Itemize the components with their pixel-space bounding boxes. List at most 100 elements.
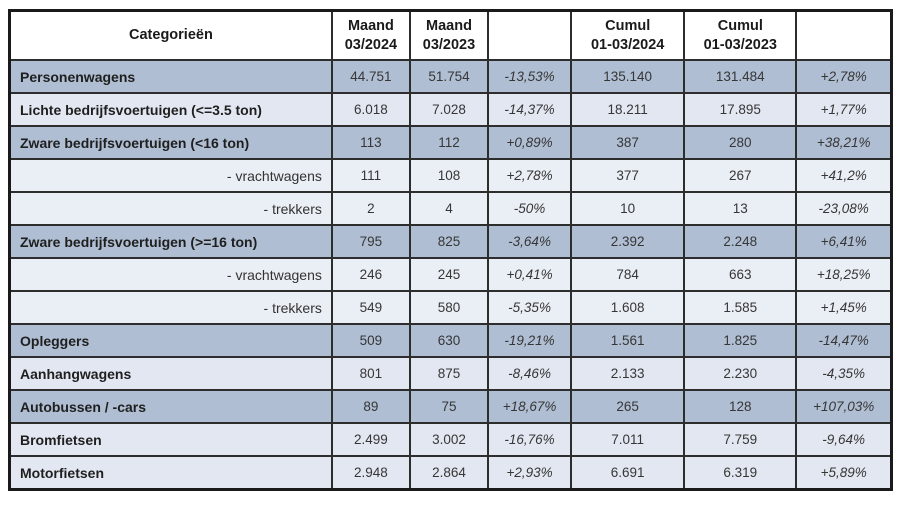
- cell-pct-maand: +0,89%: [487, 125, 573, 160]
- column-header-maand-2023: Maand 03/2023: [408, 9, 490, 61]
- cell-maand-2023: 112: [408, 125, 490, 160]
- cell-pct-maand: -13,53%: [487, 59, 573, 94]
- cell-pct-maand: +0,41%: [487, 257, 573, 292]
- cell-cumul-2023: 2.230: [683, 356, 798, 391]
- header-text: Maand: [426, 18, 472, 35]
- cell-cumul-2023: 280: [683, 125, 798, 160]
- cell-cumul-2023: 128: [683, 389, 798, 424]
- header-row: Categorieën Maand 03/2024 Maand 03/2023 Cu…: [8, 9, 893, 61]
- cell-maand-2024: 509: [330, 323, 411, 358]
- cell-maand-2023: 51.754: [408, 59, 490, 94]
- cell-pct-maand: -5,35%: [487, 290, 573, 325]
- cell-maand-2023: 108: [408, 158, 490, 193]
- category-label: Zware bedrijfsvoertuigen (<16 ton): [8, 125, 333, 160]
- cell-maand-2023: 7.028: [408, 92, 490, 127]
- header-text: 01-03/2024: [590, 36, 665, 53]
- cell-pct-cumul: -9,64%: [795, 422, 893, 457]
- column-header-pct-maand: [487, 9, 573, 61]
- cell-maand-2023: 825: [408, 224, 490, 259]
- cell-maand-2023: 630: [408, 323, 490, 358]
- cell-maand-2023: 245: [408, 257, 490, 292]
- cell-pct-cumul: +38,21%: [795, 125, 893, 160]
- cell-maand-2024: 44.751: [330, 59, 411, 94]
- cell-maand-2024: 6.018: [330, 92, 411, 127]
- table-row-personenwagens: Personenwagens 44.751 51.754 -13,53% 135…: [8, 59, 893, 94]
- category-label: Motorfietsen: [8, 455, 333, 491]
- cell-cumul-2024: 1.561: [570, 323, 686, 358]
- cell-pct-cumul: +1,77%: [795, 92, 893, 127]
- cell-cumul-2023: 13: [683, 191, 798, 226]
- cell-pct-maand: -19,21%: [487, 323, 573, 358]
- header-text: Categorieën: [129, 27, 213, 44]
- cell-maand-2024: 246: [330, 257, 411, 292]
- header-text: 03/2023: [422, 36, 476, 53]
- cell-cumul-2023: 7.759: [683, 422, 798, 457]
- column-header-maand-2024: Maand 03/2024: [330, 9, 411, 61]
- category-label: Zware bedrijfsvoertuigen (>=16 ton): [8, 224, 333, 259]
- cell-cumul-2023: 2.248: [683, 224, 798, 259]
- cell-pct-maand: -3,64%: [487, 224, 573, 259]
- cell-maand-2024: 111: [330, 158, 411, 193]
- column-header-cumul-2024: Cumul 01-03/2024: [570, 9, 686, 61]
- table-row-autobussen-cars: Autobussen / -cars 89 75 +18,67% 265 128…: [8, 389, 893, 424]
- cell-maand-2024: 2.499: [330, 422, 411, 457]
- cell-pct-cumul: +6,41%: [795, 224, 893, 259]
- header-text: Cumul: [717, 18, 763, 35]
- cell-pct-maand: +2,93%: [487, 455, 573, 491]
- cell-maand-2023: 3.002: [408, 422, 490, 457]
- cell-maand-2024: 2: [330, 191, 411, 226]
- cell-cumul-2023: 267: [683, 158, 798, 193]
- cell-cumul-2023: 17.895: [683, 92, 798, 127]
- category-label: - trekkers: [8, 191, 333, 226]
- table-row-vrachtwagens-gte16: - vrachtwagens 246 245 +0,41% 784 663 +1…: [8, 257, 893, 292]
- table-row-bromfietsen: Bromfietsen 2.499 3.002 -16,76% 7.011 7.…: [8, 422, 893, 457]
- vehicle-registration-table: Categorieën Maand 03/2024 Maand 03/2023 Cu…: [8, 9, 893, 491]
- cell-pct-cumul: +107,03%: [795, 389, 893, 424]
- cell-pct-maand: -14,37%: [487, 92, 573, 127]
- cell-cumul-2024: 6.691: [570, 455, 686, 491]
- table-header: Categorieën Maand 03/2024 Maand 03/2023 Cu…: [8, 9, 893, 61]
- category-label: Aanhangwagens: [8, 356, 333, 391]
- table-row-trekkers-lt16: - trekkers 2 4 -50% 10 13 -23,08%: [8, 191, 893, 226]
- cell-cumul-2024: 1.608: [570, 290, 686, 325]
- cell-cumul-2024: 7.011: [570, 422, 686, 457]
- cell-cumul-2023: 6.319: [683, 455, 798, 491]
- cell-maand-2024: 801: [330, 356, 411, 391]
- cell-pct-maand: -50%: [487, 191, 573, 226]
- header-text: Maand: [347, 18, 394, 35]
- table-row-trekkers-gte16: - trekkers 549 580 -5,35% 1.608 1.585 +1…: [8, 290, 893, 325]
- table-row-motorfietsen: Motorfietsen 2.948 2.864 +2,93% 6.691 6.…: [8, 455, 893, 491]
- cell-maand-2023: 4: [408, 191, 490, 226]
- header-text: 03/2024: [344, 36, 398, 53]
- cell-maand-2024: 2.948: [330, 455, 411, 491]
- cell-pct-cumul: +2,78%: [795, 59, 893, 94]
- category-label: Lichte bedrijfsvoertuigen (<=3.5 ton): [8, 92, 333, 127]
- cell-cumul-2024: 377: [570, 158, 686, 193]
- cell-pct-maand: -16,76%: [487, 422, 573, 457]
- cell-cumul-2024: 2.133: [570, 356, 686, 391]
- table-row-opleggers: Opleggers 509 630 -19,21% 1.561 1.825 -1…: [8, 323, 893, 358]
- column-header-pct-cumul: [795, 9, 893, 61]
- table-row-zware-gte16: Zware bedrijfsvoertuigen (>=16 ton) 795 …: [8, 224, 893, 259]
- cell-cumul-2023: 131.484: [683, 59, 798, 94]
- cell-cumul-2024: 2.392: [570, 224, 686, 259]
- cell-pct-cumul: -23,08%: [795, 191, 893, 226]
- column-header-cumul-2023: Cumul 01-03/2023: [683, 9, 798, 61]
- table-body: Personenwagens 44.751 51.754 -13,53% 13 5…: [8, 59, 893, 491]
- table-row-lichte-bedrijfsvoertuigen: Lichte bedrijfsvoertuigen (<=3.5 ton) 6.…: [8, 92, 893, 127]
- category-label: Personenwagens: [8, 59, 333, 94]
- cell-cumul-2024: 10: [570, 191, 686, 226]
- cell-cumul-2024: 265: [570, 389, 686, 424]
- cell-maand-2023: 75: [408, 389, 490, 424]
- cell-cumul-2023: 1.825: [683, 323, 798, 358]
- cell-pct-maand: +18,67%: [487, 389, 573, 424]
- header-text: Cumul: [605, 18, 651, 35]
- cell-pct-cumul: +5,89%: [795, 455, 893, 491]
- table-row-aanhangwagens: Aanhangwagens 801 875 -8,46% 2.133 2.230…: [8, 356, 893, 391]
- cell-pct-cumul: +18,25%: [795, 257, 893, 292]
- category-label: Bromfietsen: [8, 422, 333, 457]
- cell-cumul-2023: 663: [683, 257, 798, 292]
- cell-maand-2024: 113: [330, 125, 411, 160]
- category-label: - vrachtwagens: [8, 257, 333, 292]
- category-label: - vrachtwagens: [8, 158, 333, 193]
